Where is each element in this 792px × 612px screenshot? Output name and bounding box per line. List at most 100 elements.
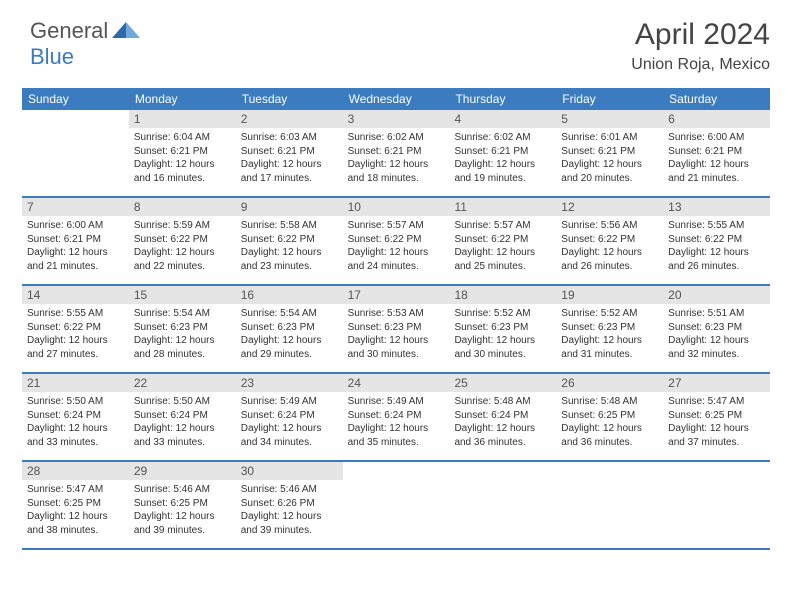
sunset-text: Sunset: 6:22 PM — [241, 233, 338, 247]
sunrise-text: Sunrise: 6:02 AM — [348, 131, 445, 145]
daylight1-text: Daylight: 12 hours — [241, 422, 338, 436]
daylight2-text: and 20 minutes. — [561, 172, 658, 186]
daylight1-text: Daylight: 12 hours — [561, 246, 658, 260]
day-cell: 5Sunrise: 6:01 AMSunset: 6:21 PMDaylight… — [556, 110, 663, 196]
sunrise-text: Sunrise: 5:54 AM — [241, 307, 338, 321]
sunrise-text: Sunrise: 6:04 AM — [134, 131, 231, 145]
day-body: Sunrise: 5:50 AMSunset: 6:24 PMDaylight:… — [129, 392, 236, 453]
day-number: 10 — [343, 198, 450, 216]
sunset-text: Sunset: 6:22 PM — [134, 233, 231, 247]
daylight2-text: and 30 minutes. — [454, 348, 551, 362]
daylight1-text: Daylight: 12 hours — [668, 334, 765, 348]
day-body: Sunrise: 6:03 AMSunset: 6:21 PMDaylight:… — [236, 128, 343, 189]
day-cell — [22, 110, 129, 196]
daylight2-text: and 27 minutes. — [27, 348, 124, 362]
day-body: Sunrise: 5:48 AMSunset: 6:24 PMDaylight:… — [449, 392, 556, 453]
day-body: Sunrise: 5:52 AMSunset: 6:23 PMDaylight:… — [556, 304, 663, 365]
day-body — [449, 480, 556, 487]
daylight2-text: and 36 minutes. — [454, 436, 551, 450]
sunrise-text: Sunrise: 5:56 AM — [561, 219, 658, 233]
day-number: 29 — [129, 462, 236, 480]
day-body — [22, 128, 129, 135]
daylight1-text: Daylight: 12 hours — [241, 334, 338, 348]
brand-part1: General — [30, 18, 108, 44]
page-header: General April 2024 Union Roja, Mexico — [0, 0, 792, 82]
daylight1-text: Daylight: 12 hours — [134, 422, 231, 436]
day-number: 1 — [129, 110, 236, 128]
sunrise-text: Sunrise: 5:46 AM — [134, 483, 231, 497]
day-body: Sunrise: 5:58 AMSunset: 6:22 PMDaylight:… — [236, 216, 343, 277]
day-body: Sunrise: 5:46 AMSunset: 6:25 PMDaylight:… — [129, 480, 236, 541]
daylight2-text: and 19 minutes. — [454, 172, 551, 186]
day-cell: 25Sunrise: 5:48 AMSunset: 6:24 PMDayligh… — [449, 374, 556, 460]
sunset-text: Sunset: 6:23 PM — [454, 321, 551, 335]
day-cell: 28Sunrise: 5:47 AMSunset: 6:25 PMDayligh… — [22, 462, 129, 548]
sunset-text: Sunset: 6:25 PM — [561, 409, 658, 423]
daylight1-text: Daylight: 12 hours — [134, 246, 231, 260]
day-body — [556, 480, 663, 487]
day-number: 26 — [556, 374, 663, 392]
sunrise-text: Sunrise: 5:49 AM — [348, 395, 445, 409]
day-body: Sunrise: 5:47 AMSunset: 6:25 PMDaylight:… — [663, 392, 770, 453]
daylight1-text: Daylight: 12 hours — [134, 158, 231, 172]
sunset-text: Sunset: 6:26 PM — [241, 497, 338, 511]
daylight2-text: and 30 minutes. — [348, 348, 445, 362]
day-number: 5 — [556, 110, 663, 128]
sunrise-text: Sunrise: 5:46 AM — [241, 483, 338, 497]
day-number: 23 — [236, 374, 343, 392]
daylight1-text: Daylight: 12 hours — [348, 158, 445, 172]
daylight2-text: and 38 minutes. — [27, 524, 124, 538]
day-cell: 18Sunrise: 5:52 AMSunset: 6:23 PMDayligh… — [449, 286, 556, 372]
dow-sunday: Sunday — [22, 88, 129, 110]
day-of-week-header: Sunday Monday Tuesday Wednesday Thursday… — [22, 88, 770, 110]
sunset-text: Sunset: 6:24 PM — [454, 409, 551, 423]
day-number: 13 — [663, 198, 770, 216]
day-body: Sunrise: 6:02 AMSunset: 6:21 PMDaylight:… — [343, 128, 450, 189]
daylight1-text: Daylight: 12 hours — [668, 422, 765, 436]
daylight1-text: Daylight: 12 hours — [348, 422, 445, 436]
sunrise-text: Sunrise: 5:50 AM — [134, 395, 231, 409]
sunrise-text: Sunrise: 6:02 AM — [454, 131, 551, 145]
daylight2-text: and 21 minutes. — [27, 260, 124, 274]
day-number: 25 — [449, 374, 556, 392]
day-number: 18 — [449, 286, 556, 304]
day-cell: 1Sunrise: 6:04 AMSunset: 6:21 PMDaylight… — [129, 110, 236, 196]
day-number: 7 — [22, 198, 129, 216]
sunset-text: Sunset: 6:22 PM — [27, 321, 124, 335]
day-cell: 22Sunrise: 5:50 AMSunset: 6:24 PMDayligh… — [129, 374, 236, 460]
sunset-text: Sunset: 6:23 PM — [668, 321, 765, 335]
day-cell: 8Sunrise: 5:59 AMSunset: 6:22 PMDaylight… — [129, 198, 236, 284]
day-cell: 17Sunrise: 5:53 AMSunset: 6:23 PMDayligh… — [343, 286, 450, 372]
week-row: 28Sunrise: 5:47 AMSunset: 6:25 PMDayligh… — [22, 462, 770, 550]
day-body: Sunrise: 5:51 AMSunset: 6:23 PMDaylight:… — [663, 304, 770, 365]
daylight1-text: Daylight: 12 hours — [561, 334, 658, 348]
day-cell: 4Sunrise: 6:02 AMSunset: 6:21 PMDaylight… — [449, 110, 556, 196]
day-body: Sunrise: 5:57 AMSunset: 6:22 PMDaylight:… — [449, 216, 556, 277]
daylight2-text: and 26 minutes. — [561, 260, 658, 274]
daylight2-text: and 36 minutes. — [561, 436, 658, 450]
day-number: 9 — [236, 198, 343, 216]
day-body: Sunrise: 5:59 AMSunset: 6:22 PMDaylight:… — [129, 216, 236, 277]
daylight1-text: Daylight: 12 hours — [134, 334, 231, 348]
daylight2-text: and 39 minutes. — [241, 524, 338, 538]
day-body: Sunrise: 6:00 AMSunset: 6:21 PMDaylight:… — [22, 216, 129, 277]
daylight1-text: Daylight: 12 hours — [27, 334, 124, 348]
day-cell: 9Sunrise: 5:58 AMSunset: 6:22 PMDaylight… — [236, 198, 343, 284]
sunset-text: Sunset: 6:22 PM — [668, 233, 765, 247]
daylight2-text: and 32 minutes. — [668, 348, 765, 362]
sunset-text: Sunset: 6:22 PM — [454, 233, 551, 247]
title-block: April 2024 Union Roja, Mexico — [631, 18, 770, 74]
daylight2-text: and 24 minutes. — [348, 260, 445, 274]
sunrise-text: Sunrise: 5:58 AM — [241, 219, 338, 233]
day-cell: 26Sunrise: 5:48 AMSunset: 6:25 PMDayligh… — [556, 374, 663, 460]
day-body: Sunrise: 5:50 AMSunset: 6:24 PMDaylight:… — [22, 392, 129, 453]
sunset-text: Sunset: 6:24 PM — [241, 409, 338, 423]
dow-monday: Monday — [129, 88, 236, 110]
sunset-text: Sunset: 6:25 PM — [668, 409, 765, 423]
day-body: Sunrise: 5:54 AMSunset: 6:23 PMDaylight:… — [236, 304, 343, 365]
day-number: 17 — [343, 286, 450, 304]
daylight1-text: Daylight: 12 hours — [134, 510, 231, 524]
daylight1-text: Daylight: 12 hours — [454, 246, 551, 260]
day-body: Sunrise: 6:00 AMSunset: 6:21 PMDaylight:… — [663, 128, 770, 189]
day-cell: 2Sunrise: 6:03 AMSunset: 6:21 PMDaylight… — [236, 110, 343, 196]
